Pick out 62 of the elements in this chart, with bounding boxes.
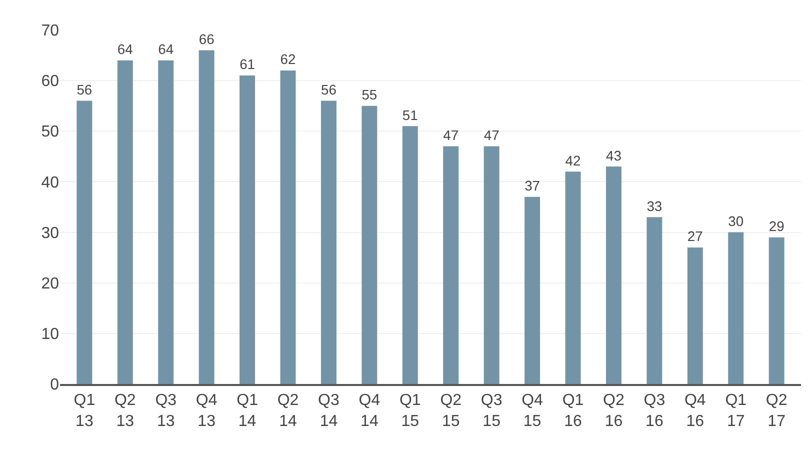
x-tick-label: Q1 14: [236, 392, 258, 430]
bar: [158, 60, 174, 384]
data-label: 47: [443, 127, 459, 144]
x-tick-label: Q3 16: [644, 392, 666, 430]
data-label: 61: [240, 56, 256, 72]
y-tick-label: 60: [41, 73, 60, 90]
y-tick-label: 40: [41, 174, 60, 192]
data-label: 33: [646, 198, 662, 214]
x-tick-label: Q3 15: [480, 392, 502, 430]
data-label: 55: [362, 86, 378, 103]
data-label: 51: [402, 106, 418, 123]
bar: [524, 196, 540, 384]
data-label: 62: [280, 51, 296, 68]
data-label: 56: [320, 82, 337, 98]
bar: [280, 70, 296, 384]
x-tick-label: Q4 14: [358, 392, 380, 430]
bar: [728, 232, 744, 384]
bar: [687, 247, 703, 384]
y-tick-label: 0: [50, 376, 60, 394]
y-tick-label: 70: [41, 22, 60, 40]
y-tick-label: 20: [41, 275, 60, 292]
data-label: 43: [606, 147, 622, 164]
x-tick-label: Q4 13: [196, 392, 218, 430]
x-tick-label: Q4 16: [684, 392, 706, 430]
data-label: 64: [117, 41, 134, 58]
data-label: 42: [565, 152, 581, 168]
x-tick-label: Q3 13: [155, 392, 177, 430]
bar: [443, 146, 459, 384]
data-label: 27: [687, 228, 704, 244]
x-tick-label: Q3 14: [318, 392, 340, 430]
bar: [362, 106, 378, 384]
data-label: 37: [524, 178, 540, 194]
bar: [240, 76, 256, 384]
x-tick-label: Q2 16: [603, 392, 624, 430]
y-tick-label: 10: [41, 326, 60, 344]
data-label: 29: [768, 218, 785, 234]
x-tick-label: Q1 17: [725, 392, 747, 430]
bar: [198, 50, 214, 384]
bar: [484, 146, 500, 384]
bar: [320, 100, 336, 384]
x-tick-label: Q1 15: [399, 392, 421, 430]
x-tick-label: Q2 13: [114, 392, 136, 430]
bar: [768, 237, 784, 384]
data-label: 66: [198, 30, 215, 47]
x-tick-label: Q4 15: [522, 392, 544, 430]
bar: [606, 166, 622, 384]
x-tick-label: Q2 15: [440, 392, 462, 430]
x-tick-label: Q2 17: [766, 392, 788, 430]
x-tick-label: Q2 14: [277, 392, 299, 430]
data-label: 64: [158, 41, 174, 58]
y-tick-label: 50: [41, 124, 60, 141]
y-tick-label: 30: [41, 224, 60, 242]
x-tick-label: Q1 16: [562, 392, 584, 430]
bar: [402, 126, 418, 384]
bar: [117, 60, 133, 384]
data-label: 56: [76, 82, 92, 98]
data-label: 47: [484, 127, 500, 144]
data-label: 30: [728, 213, 744, 230]
bar: [76, 100, 92, 384]
x-tick-label: Q1 13: [74, 392, 96, 430]
bar: [646, 217, 662, 384]
bar: [565, 172, 581, 384]
